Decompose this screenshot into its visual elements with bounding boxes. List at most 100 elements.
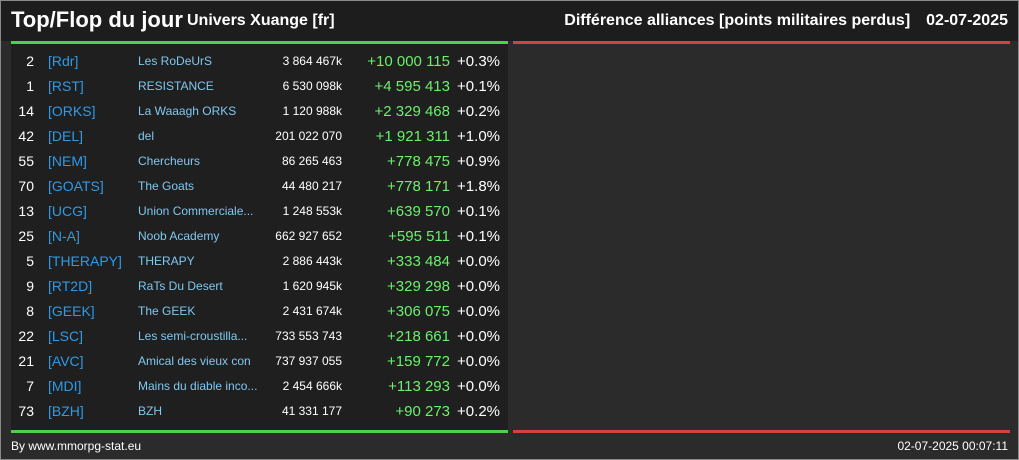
alliance-name-link[interactable]: The Goats [138, 179, 195, 193]
rank-cell: 7 [26, 378, 34, 394]
total-points-cell: 737 937 055 [275, 354, 342, 368]
alliance-name-link[interactable]: Mains du diable inco... [138, 379, 258, 393]
table-row: 42 [DEL] del 201 022 070 +1 921 311 +1.0% [11, 124, 508, 149]
percent-cell: +0.0% [457, 328, 500, 345]
alliance-name-link[interactable]: Noob Academy [138, 229, 220, 243]
percent-cell: +0.2% [457, 103, 500, 120]
alliance-name-link[interactable]: BZH [138, 404, 162, 418]
universe-label: Univers Xuange [fr] [187, 12, 335, 29]
percent-cell: +0.0% [457, 278, 500, 295]
rank-cell: 5 [26, 253, 34, 269]
alliance-name-link[interactable]: Chercheurs [138, 154, 201, 168]
alliance-name-link[interactable]: THERAPY [138, 254, 195, 268]
total-points-cell: 2 454 666k [282, 379, 342, 393]
difference-cell: +218 661 [387, 328, 450, 345]
percent-cell: +0.0% [457, 378, 500, 395]
percent-cell: +0.9% [457, 153, 500, 170]
table-row: 2 [Rdr] Les RoDeUrS 3 864 467k +10 000 115 +0… [11, 49, 508, 74]
alliance-tag-link[interactable]: [Rdr] [48, 53, 79, 69]
table-row: 22 [LSC] Les semi-croustilla... 733 553 743… [11, 324, 508, 349]
alliance-name-link[interactable]: Les semi-croustilla... [138, 329, 248, 343]
difference-cell: +90 273 [395, 403, 450, 420]
alliance-tag-link[interactable]: [MDI] [48, 378, 82, 394]
alliance-tag-link[interactable]: [RT2D] [48, 278, 93, 294]
alliance-name-link[interactable]: del [138, 129, 155, 143]
alliance-tag-link[interactable]: [LSC] [48, 328, 84, 344]
alliance-name-link[interactable]: The GEEK [138, 304, 196, 318]
alliance-name-link[interactable]: La Waaagh ORKS [138, 104, 237, 118]
page-title: Top/Flop du jour [11, 7, 183, 32]
alliance-name-link[interactable]: RESISTANCE [138, 79, 214, 93]
table-row: 5 [THERAPY] THERAPY 2 886 443k +333 484 +0.0% [11, 249, 508, 274]
table-row: 55 [NEM] Chercheurs 86 265 463 +778 475 +0.9% [11, 149, 508, 174]
total-points-cell: 41 331 177 [281, 404, 342, 418]
alliance-tag-link[interactable]: [N-A] [48, 228, 80, 244]
table-row: 70 [GOATS] The Goats 44 480 217 +778 171 +1.8… [11, 174, 508, 199]
percent-cell: +0.1% [457, 78, 500, 95]
rank-cell: 14 [18, 103, 34, 119]
total-points-cell: 86 265 463 [281, 154, 342, 168]
total-points-cell: 2 431 674k [282, 304, 342, 318]
rank-cell: 42 [18, 128, 34, 144]
percent-cell: +1.8% [457, 178, 500, 195]
alliance-tag-link[interactable]: [DEL] [48, 128, 84, 144]
alliance-tag-link[interactable]: [RST] [48, 78, 84, 94]
percent-cell: +0.0% [457, 253, 500, 270]
percent-cell: +1.0% [457, 128, 500, 145]
difference-cell: +639 570 [387, 203, 450, 220]
total-points-cell: 2 886 443k [282, 254, 342, 268]
table-row: 25 [N-A] Noob Academy 662 927 652 +595 511 +0… [11, 224, 508, 249]
percent-cell: +0.1% [457, 203, 500, 220]
table-row: 13 [UCG] Union Commerciale... 1 248 553k +63… [11, 199, 508, 224]
alliance-tag-link[interactable]: [UCG] [48, 203, 87, 219]
alliance-tag-link[interactable]: [GEEK] [48, 303, 95, 319]
total-points-cell: 662 927 652 [275, 229, 342, 243]
alliance-tag-link[interactable]: [AVC] [48, 353, 84, 369]
alliance-tag-link[interactable]: [GOATS] [48, 178, 104, 194]
alliance-name-link[interactable]: RaTs Du Desert [138, 279, 223, 293]
credit-link[interactable]: By www.mmorpg-stat.eu [11, 439, 142, 453]
difference-cell: +595 511 [388, 228, 450, 245]
top-panel: 2 [Rdr] Les RoDeUrS 3 864 467k +10 000 115 +0… [11, 41, 508, 433]
rank-cell: 9 [26, 278, 34, 294]
flop-panel [513, 41, 1010, 433]
header-bar: Top/Flop du jour Univers Xuange [fr] Dif… [1, 1, 1018, 41]
table-row: 8 [GEEK] The GEEK 2 431 674k +306 075 +0.0% [11, 299, 508, 324]
percent-cell: +0.3% [457, 53, 500, 70]
alliance-name-link[interactable]: Amical des vieux con [138, 354, 251, 368]
rank-cell: 73 [18, 403, 34, 419]
difference-cell: +2 329 468 [374, 103, 451, 120]
timestamp: 02-07-2025 00:07:11 [897, 439, 1008, 453]
alliance-tag-link[interactable]: [THERAPY] [48, 253, 122, 269]
rank-cell: 22 [18, 328, 34, 344]
metric-label: Différence alliances [points militaires … [564, 12, 911, 29]
total-points-cell: 1 248 553k [282, 204, 342, 218]
percent-cell: +0.0% [457, 303, 500, 320]
difference-cell: +1 921 311 [375, 128, 450, 145]
rank-cell: 25 [18, 228, 34, 244]
total-points-cell: 1 620 945k [282, 279, 342, 293]
difference-cell: +778 171 [387, 178, 450, 195]
rank-cell: 13 [18, 203, 34, 219]
alliance-name-link[interactable]: Les RoDeUrS [138, 54, 213, 68]
percent-cell: +0.0% [457, 353, 500, 370]
table-row: 7 [MDI] Mains du diable inco... 2 454 666k +… [11, 374, 508, 399]
table-row: 21 [AVC] Amical des vieux con 737 937 055 +1… [11, 349, 508, 374]
rank-cell: 2 [26, 53, 34, 69]
rank-cell: 55 [18, 153, 34, 169]
difference-cell: +159 772 [387, 353, 450, 370]
alliance-name-link[interactable]: Union Commerciale... [138, 204, 254, 218]
table-row: 9 [RT2D] RaTs Du Desert 1 620 945k +329 298 +… [11, 274, 508, 299]
alliance-tag-link[interactable]: [ORKS] [48, 103, 96, 119]
total-points-cell: 1 120 988k [282, 104, 342, 118]
difference-cell: +306 075 [387, 303, 450, 320]
table-row: 14 [ORKS] La Waaagh ORKS 1 120 988k +2 329 4… [11, 99, 508, 124]
alliance-tag-link[interactable]: [NEM] [48, 153, 87, 169]
table-row: 73 [BZH] BZH 41 331 177 +90 273 +0.2% [11, 399, 508, 424]
difference-cell: +778 475 [387, 153, 450, 170]
rank-cell: 70 [18, 178, 34, 194]
alliance-tag-link[interactable]: [BZH] [48, 403, 84, 419]
total-points-cell: 3 864 467k [282, 54, 342, 68]
total-points-cell: 733 553 743 [275, 329, 342, 343]
